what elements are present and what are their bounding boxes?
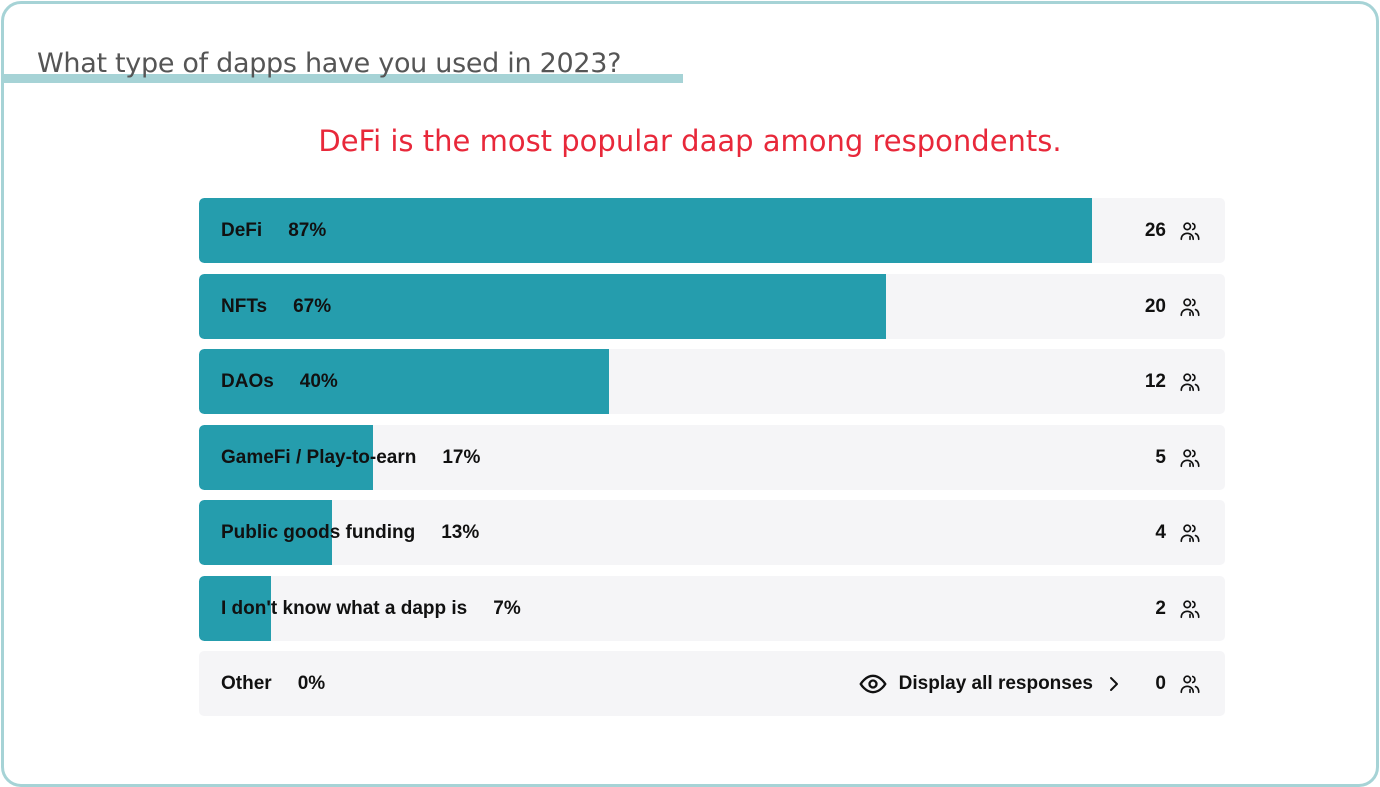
result-bar — [199, 575, 271, 641]
result-label: DAOs 40% — [221, 349, 338, 414]
people-icon — [1179, 673, 1201, 695]
respondent-count: 0 — [1155, 673, 1166, 694]
result-row: NFTs 67% 20 — [199, 273, 1225, 339]
result-label: Public goods funding 13% — [221, 500, 479, 565]
result-bar — [199, 349, 610, 414]
question-title: What type of dapps have you used in 2023… — [37, 48, 622, 79]
respondent-count: 20 — [1144, 295, 1166, 317]
option-name: I don't know what a dapp is — [221, 597, 468, 619]
result-bar — [199, 500, 333, 565]
option-percent: 40% — [299, 371, 338, 392]
respondent-count: 26 — [1144, 220, 1166, 241]
option-name: NFTs — [221, 295, 268, 317]
display-all-responses-button[interactable]: Display all responses — [859, 651, 1123, 716]
people-icon — [1179, 447, 1201, 469]
option-name: Other — [221, 673, 272, 694]
option-percent: 67% — [293, 295, 332, 317]
people-icon — [1179, 220, 1201, 242]
respondent-count: 2 — [1155, 597, 1166, 619]
option-name: DAOs — [221, 371, 274, 392]
headline: DeFi is the most popular daap among resp… — [318, 124, 1062, 158]
result-label: Other 0% — [221, 651, 325, 716]
people-icon — [1179, 371, 1201, 393]
title-underline — [4, 74, 683, 83]
result-label: I don't know what a dapp is 7% — [221, 576, 521, 641]
result-bar — [199, 424, 374, 490]
option-percent: 87% — [288, 220, 327, 241]
eye-icon — [859, 670, 887, 698]
people-icon — [1179, 598, 1201, 620]
result-label: GameFi / Play-to-earn 17% — [221, 425, 480, 490]
option-name: Public goods funding — [221, 522, 416, 543]
option-percent: 17% — [442, 446, 481, 468]
result-bar — [199, 273, 887, 339]
result-row: DeFi 87% 26 — [199, 198, 1225, 263]
display-all-label: Display all responses — [898, 673, 1093, 694]
option-name: GameFi / Play-to-earn — [221, 446, 417, 468]
result-label: NFTs 67% — [221, 274, 331, 339]
result-label: DeFi 87% — [221, 198, 326, 263]
respondent-count: 12 — [1144, 371, 1166, 392]
people-icon — [1179, 296, 1201, 318]
respondent-count: 4 — [1155, 522, 1166, 543]
result-bar — [199, 198, 1092, 263]
respondent-count: 5 — [1155, 446, 1166, 468]
option-percent: 7% — [493, 597, 521, 619]
result-row: Other 0% Display all responses 0 — [199, 651, 1225, 716]
people-icon — [1179, 522, 1201, 544]
result-row: GameFi / Play-to-earn 17% 5 — [199, 424, 1225, 490]
option-name: DeFi — [221, 220, 263, 241]
result-row: I don't know what a dapp is 7% 2 — [199, 575, 1225, 641]
chevron-right-icon — [1105, 675, 1123, 693]
option-percent: 13% — [441, 522, 480, 543]
result-row: DAOs 40% 12 — [199, 349, 1225, 414]
poll-results-chart: DeFi 87% 26 NFTs 67% 20 DAOs 40% 12 GameFi / Play… — [199, 198, 1225, 727]
option-percent: 0% — [297, 673, 326, 694]
result-row: Public goods funding 13% 4 — [199, 500, 1225, 565]
